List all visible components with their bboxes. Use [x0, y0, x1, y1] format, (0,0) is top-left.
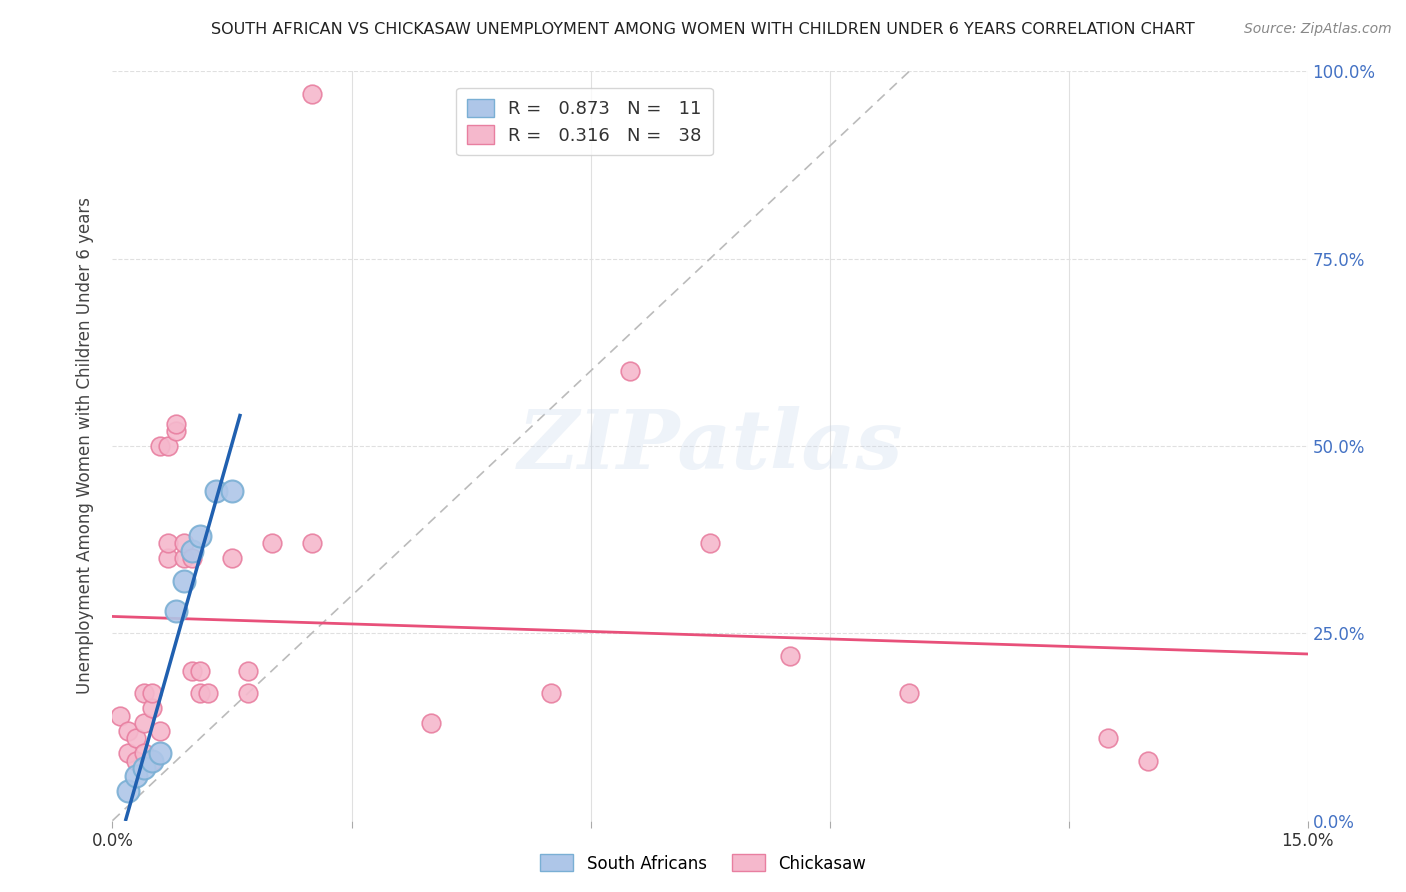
Point	[197, 686, 219, 700]
Point	[165, 424, 187, 438]
Point	[141, 701, 163, 715]
Point	[157, 551, 180, 566]
Point	[173, 551, 195, 566]
Point	[898, 686, 921, 700]
Point	[181, 551, 204, 566]
Point	[699, 536, 721, 550]
Point	[110, 708, 132, 723]
Point	[188, 664, 211, 678]
Point	[141, 754, 163, 768]
Point	[236, 664, 259, 678]
Point	[149, 746, 172, 760]
Point	[1097, 731, 1119, 746]
Point	[157, 536, 180, 550]
Point	[619, 364, 641, 378]
Point	[221, 483, 243, 498]
Point	[173, 536, 195, 550]
Point	[165, 604, 187, 618]
Point	[301, 536, 323, 550]
Point	[188, 529, 211, 543]
Text: SOUTH AFRICAN VS CHICKASAW UNEMPLOYMENT AMONG WOMEN WITH CHILDREN UNDER 6 YEARS : SOUTH AFRICAN VS CHICKASAW UNEMPLOYMENT …	[211, 22, 1195, 37]
Point	[117, 746, 139, 760]
Point	[134, 746, 156, 760]
Point	[236, 686, 259, 700]
Point	[301, 87, 323, 101]
Point	[117, 723, 139, 738]
Point	[134, 686, 156, 700]
Point	[125, 769, 148, 783]
Point	[181, 544, 204, 558]
Text: Source: ZipAtlas.com: Source: ZipAtlas.com	[1244, 22, 1392, 37]
Point	[188, 686, 211, 700]
Point	[134, 716, 156, 731]
Point	[181, 664, 204, 678]
Point	[1137, 754, 1160, 768]
Point	[117, 783, 139, 797]
Text: ZIPatlas: ZIPatlas	[517, 406, 903, 486]
Point	[149, 723, 172, 738]
Point	[260, 536, 283, 550]
Point	[134, 761, 156, 775]
Point	[420, 716, 443, 731]
Point	[205, 483, 228, 498]
Y-axis label: Unemployment Among Women with Children Under 6 years: Unemployment Among Women with Children U…	[76, 197, 94, 695]
Point	[173, 574, 195, 588]
Point	[157, 439, 180, 453]
Point	[779, 648, 801, 663]
Point	[125, 731, 148, 746]
Point	[221, 551, 243, 566]
Point	[149, 439, 172, 453]
Point	[125, 754, 148, 768]
Point	[540, 686, 562, 700]
Legend: R =   0.873   N =   11, R =   0.316   N =   38: R = 0.873 N = 11, R = 0.316 N = 38	[456, 88, 713, 155]
Point	[141, 686, 163, 700]
Legend: South Africans, Chickasaw: South Africans, Chickasaw	[533, 847, 873, 880]
Point	[141, 754, 163, 768]
Point	[165, 417, 187, 431]
